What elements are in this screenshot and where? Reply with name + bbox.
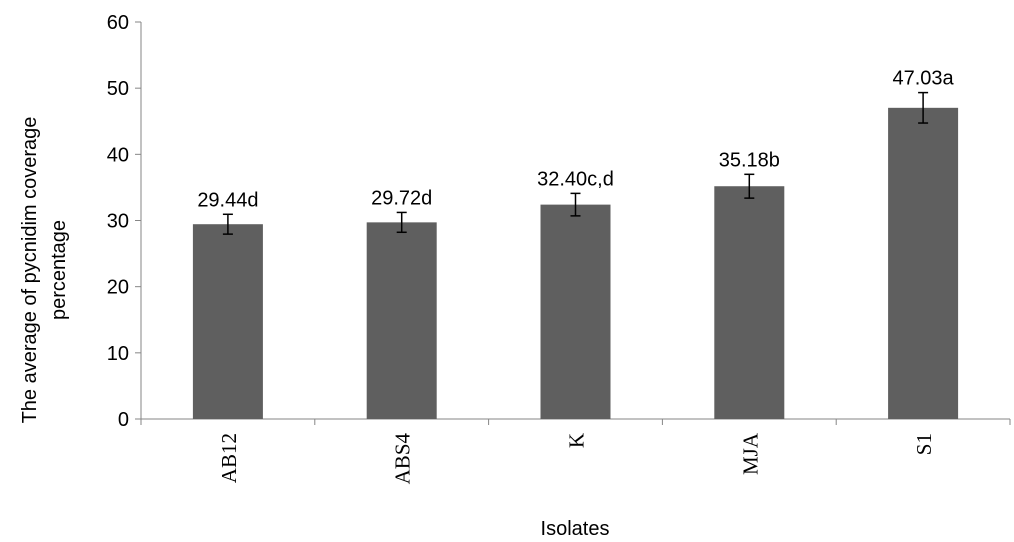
data-label: 32.40c,d	[537, 168, 614, 190]
y-tick-label: 10	[107, 343, 129, 365]
y-axis-title: The average of pycnidim coverage percent…	[19, 117, 70, 424]
bar-s1	[888, 107, 959, 419]
y-axis-title-line-2: percentage	[48, 220, 70, 320]
y-tick-label: 60	[107, 12, 129, 34]
y-tick-label: 20	[107, 277, 129, 299]
y-tick-label: 30	[107, 211, 129, 233]
x-axis-title: Isolates	[541, 518, 610, 540]
bar-mja	[714, 186, 785, 419]
data-label: 29.72d	[371, 187, 432, 209]
x-tick-label: K	[565, 433, 589, 448]
data-label: 35.18b	[719, 149, 780, 171]
x-tick-label: AB12	[217, 433, 241, 483]
x-tick-label: S1	[912, 433, 936, 455]
y-tick-label: 50	[107, 78, 129, 100]
y-tick-label: 0	[118, 409, 129, 431]
bar-k	[540, 204, 611, 419]
plot-area: 0 10 20 30 40 50 60 29.44d AB12 29.72d ABS4 32.40c,…	[107, 12, 1011, 485]
y-tick-label: 40	[107, 144, 129, 166]
x-tick-label: MJA	[738, 432, 762, 475]
x-tick-label: ABS4	[391, 433, 415, 485]
data-label: 47.03a	[893, 68, 955, 90]
data-label: 29.44d	[197, 189, 258, 211]
bar-abs4	[366, 222, 437, 419]
bar-ab12	[192, 224, 263, 419]
y-axis-title-line-1: The average of pycnidim coverage	[19, 117, 41, 424]
